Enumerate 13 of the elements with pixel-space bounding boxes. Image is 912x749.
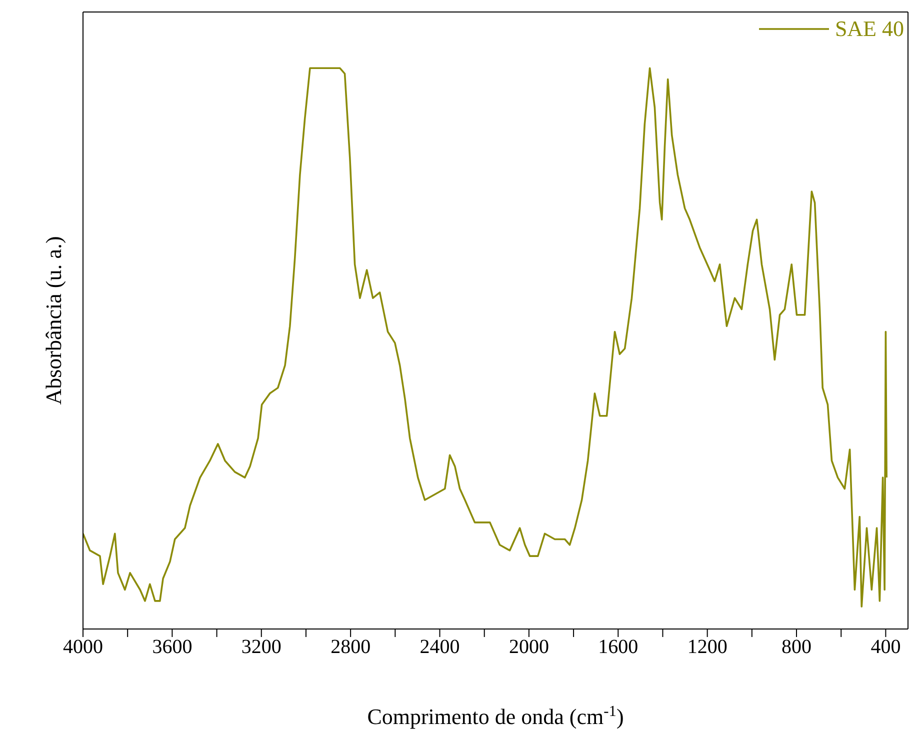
x-tick-label: 4000 bbox=[63, 636, 103, 658]
x-tick-label: 2400 bbox=[420, 636, 460, 658]
x-tick-label: 800 bbox=[782, 636, 812, 658]
y-axis-title: Absorbância (u. a.) bbox=[40, 236, 66, 405]
x-axis-title: Comprimento de onda (cm$^{-1}$) bbox=[367, 702, 624, 729]
x-tick-label: 3600 bbox=[152, 636, 192, 658]
x-tick-label: 400 bbox=[870, 636, 901, 658]
x-tick-label: 1200 bbox=[687, 636, 728, 658]
x-tick-label: 2800 bbox=[330, 636, 371, 658]
x-tick-label: 1600 bbox=[598, 636, 638, 658]
legend-label: SAE 40 bbox=[834, 16, 904, 42]
x-tick-label: 3200 bbox=[241, 636, 282, 658]
x-tick-label: 2000 bbox=[508, 636, 549, 658]
